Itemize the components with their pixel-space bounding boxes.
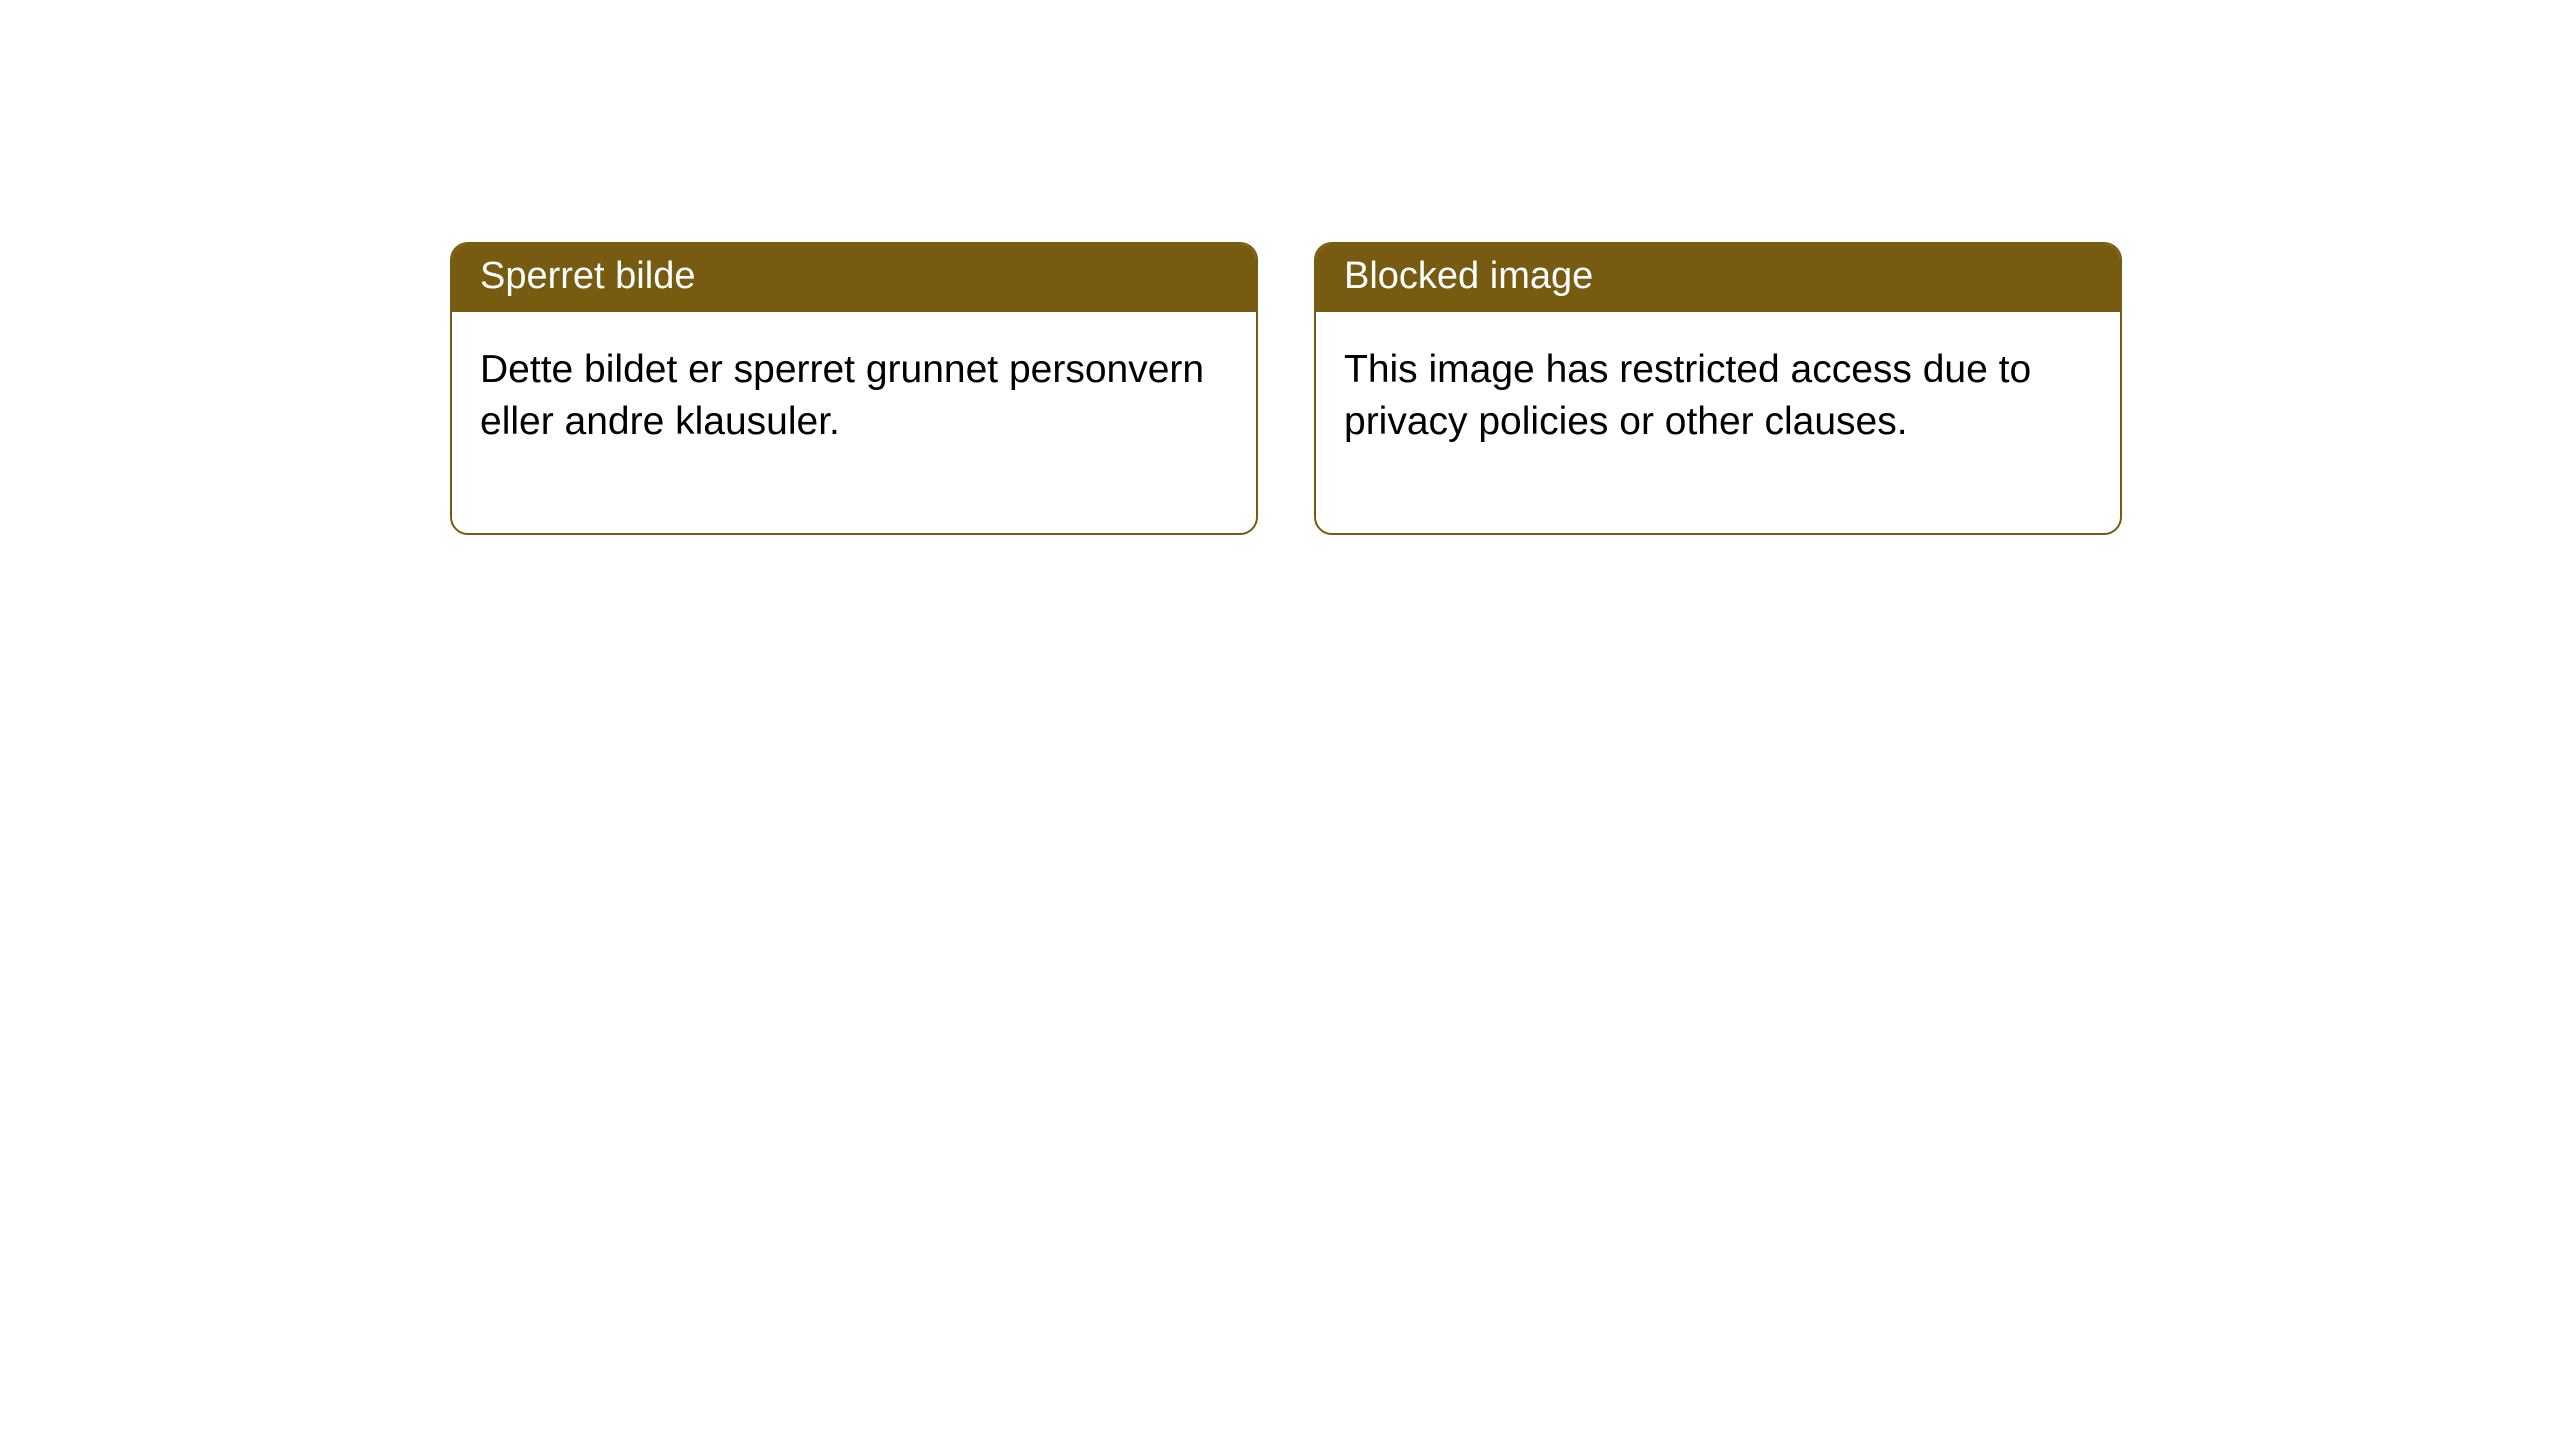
notice-header: Sperret bilde [452,244,1256,312]
notice-body: This image has restricted access due to … [1316,312,2120,533]
notice-card-english: Blocked image This image has restricted … [1314,242,2122,535]
notice-body: Dette bildet er sperret grunnet personve… [452,312,1256,533]
notice-header: Blocked image [1316,244,2120,312]
notice-card-norwegian: Sperret bilde Dette bildet er sperret gr… [450,242,1258,535]
notice-container: Sperret bilde Dette bildet er sperret gr… [0,0,2560,535]
